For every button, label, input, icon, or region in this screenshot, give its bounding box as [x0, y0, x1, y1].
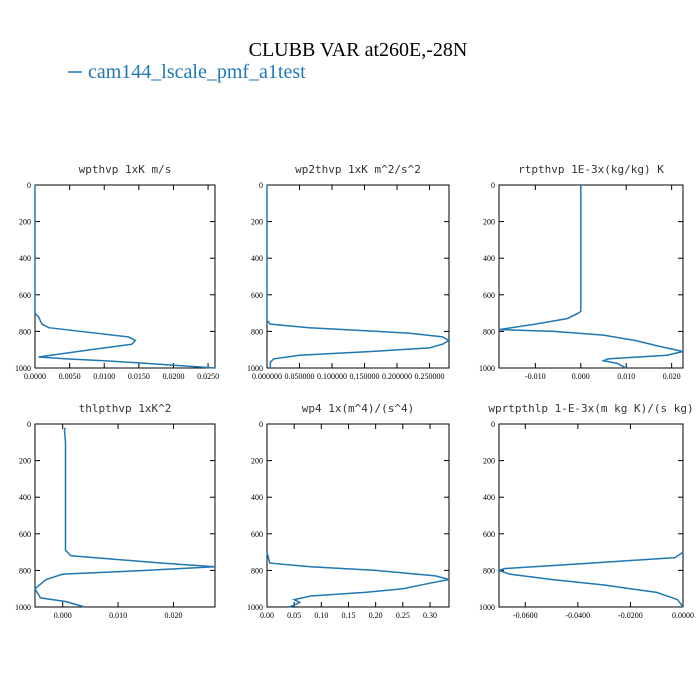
x-tick-label: 0.200000 — [382, 372, 412, 381]
x-tick-label: 0.0100 — [93, 372, 115, 381]
y-tick-label: 0 — [27, 420, 31, 429]
y-tick-label: 600 — [251, 291, 263, 300]
profile-line — [34, 185, 216, 369]
y-tick-label: 600 — [251, 530, 263, 539]
y-tick-label: 0 — [259, 420, 263, 429]
x-tick-label: 0.0200 — [162, 372, 184, 381]
y-tick-label: 400 — [19, 493, 31, 502]
panel-title: wp2thvp 1xK m^2/s^2 — [295, 163, 421, 176]
x-tick-label: 0.25 — [396, 611, 410, 620]
x-tick-label: 0.020 — [663, 372, 681, 381]
y-tick-label: 0 — [491, 420, 495, 429]
plot-frame — [266, 423, 450, 608]
y-tick-label: 800 — [19, 327, 31, 336]
panel-title: wprtpthlp 1-E-3x(m kg K)/(s kg) — [488, 402, 693, 415]
x-tick-label: 0.010 — [109, 611, 127, 620]
x-tick-label: -0.0600 — [513, 611, 538, 620]
plot-frame — [498, 423, 684, 608]
y-tick-label: 800 — [251, 566, 263, 575]
y-tick-label: 0 — [259, 181, 263, 190]
y-tick-label: 800 — [251, 327, 263, 336]
y-tick-label: 400 — [19, 254, 31, 263]
x-tick-label: 0.00 — [260, 611, 274, 620]
y-tick-label: 600 — [19, 291, 31, 300]
x-tick-label: 0.250000 — [415, 372, 445, 381]
profile-line — [498, 185, 684, 369]
y-tick-label: 200 — [251, 218, 263, 227]
panel-title: wpthvp 1xK m/s — [79, 163, 172, 176]
panel-title: rtpthvp 1E-3x(kg/kg) K — [518, 163, 664, 176]
profile-line — [266, 551, 450, 608]
y-tick-label: 1000 — [247, 364, 263, 373]
x-tick-label: 0.050000 — [285, 372, 315, 381]
y-tick-label: 200 — [251, 457, 263, 466]
y-tick-label: 1000 — [479, 603, 495, 612]
x-tick-label: 0.20 — [369, 611, 383, 620]
y-tick-label: 1000 — [479, 364, 495, 373]
y-tick-label: 400 — [251, 254, 263, 263]
y-tick-label: 200 — [19, 218, 31, 227]
y-tick-label: 600 — [483, 291, 495, 300]
chart-title: CLUBB VAR at260E,-28N — [249, 39, 468, 61]
x-tick-label: 0.000 — [54, 611, 72, 620]
x-tick-label: 0.0250 — [197, 372, 219, 381]
plot-frame — [266, 184, 450, 369]
y-tick-label: 0 — [491, 181, 495, 190]
plot-frame — [498, 184, 684, 369]
panel-title: thlpthvp 1xK^2 — [79, 402, 172, 415]
panel-title: wp4 1x(m^4)/(s^4) — [302, 402, 415, 415]
y-tick-label: 1000 — [15, 364, 31, 373]
x-tick-label: 0.15 — [341, 611, 355, 620]
y-tick-label: 400 — [251, 493, 263, 502]
y-tick-label: 200 — [19, 457, 31, 466]
profile-line — [34, 427, 216, 608]
y-tick-label: 800 — [19, 566, 31, 575]
legend-label: cam144_lscale_pmf_a1test — [88, 61, 306, 83]
y-tick-label: 1000 — [247, 603, 263, 612]
y-tick-label: 0 — [27, 181, 31, 190]
x-tick-label: 0.000 — [572, 372, 590, 381]
x-tick-label: -0.0400 — [566, 611, 591, 620]
x-tick-label: 0.020 — [164, 611, 182, 620]
y-tick-label: 1000 — [15, 603, 31, 612]
y-tick-label: 800 — [483, 566, 495, 575]
profile-line — [266, 185, 451, 368]
x-tick-label: -0.010 — [525, 372, 546, 381]
x-tick-label: 0.0000 — [24, 372, 46, 381]
plot-frame — [34, 184, 216, 369]
x-tick-label: 0.0050 — [59, 372, 81, 381]
plot-frame — [34, 423, 216, 608]
x-tick-label: 0.30 — [423, 611, 437, 620]
x-tick-label: -0.0200 — [618, 611, 643, 620]
y-tick-label: 400 — [483, 254, 495, 263]
y-tick-label: 400 — [483, 493, 495, 502]
x-tick-label: 0.05 — [287, 611, 301, 620]
x-tick-label: 0.010 — [617, 372, 635, 381]
y-tick-label: 200 — [483, 218, 495, 227]
x-tick-label: 0.100000 — [317, 372, 347, 381]
x-tick-label: 0.0000 — [672, 611, 694, 620]
y-tick-label: 200 — [483, 457, 495, 466]
y-tick-label: 600 — [483, 530, 495, 539]
y-tick-label: 800 — [483, 327, 495, 336]
x-tick-label: 0.000000 — [252, 372, 282, 381]
profile-line — [496, 551, 684, 608]
x-tick-label: 0.0150 — [128, 372, 150, 381]
y-tick-label: 600 — [19, 530, 31, 539]
x-tick-label: 0.150000 — [350, 372, 380, 381]
x-tick-label: 0.10 — [314, 611, 328, 620]
